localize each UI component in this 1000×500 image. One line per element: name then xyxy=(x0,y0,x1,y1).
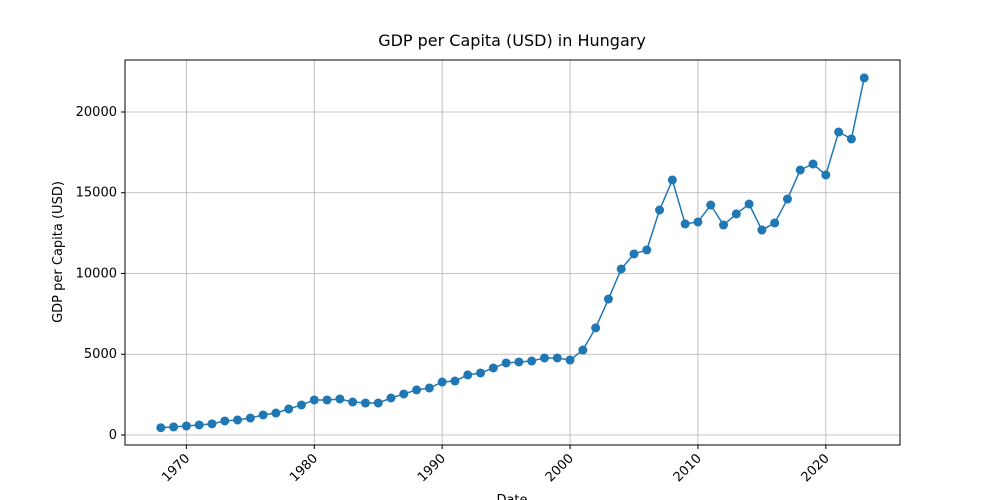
point xyxy=(591,323,601,333)
y-tick-label: 20000 xyxy=(76,105,117,120)
point xyxy=(296,400,306,410)
point xyxy=(642,245,652,255)
y-tick-label: 0 xyxy=(109,428,117,443)
point xyxy=(808,159,818,169)
point xyxy=(220,416,230,426)
point xyxy=(412,385,422,395)
chart-title: GDP per Capita (USD) in Hungary xyxy=(378,31,646,50)
y-tick-label: 5000 xyxy=(84,347,117,362)
point xyxy=(399,389,409,399)
point xyxy=(527,356,537,366)
point xyxy=(437,377,447,387)
point xyxy=(514,357,524,367)
point xyxy=(821,170,831,180)
point xyxy=(719,220,729,230)
point xyxy=(284,404,294,414)
point xyxy=(565,355,575,365)
point xyxy=(360,398,370,408)
point xyxy=(181,421,191,431)
x-tick-label: 1970 xyxy=(159,451,193,485)
point xyxy=(488,363,498,373)
plot-frame xyxy=(124,59,901,446)
point xyxy=(207,419,217,429)
point xyxy=(578,345,588,355)
point xyxy=(194,420,204,430)
point xyxy=(450,376,460,386)
point xyxy=(782,194,792,204)
point xyxy=(744,199,754,209)
point xyxy=(859,73,869,83)
x-tick-label: 1980 xyxy=(287,451,321,485)
point xyxy=(539,353,549,363)
point xyxy=(846,134,856,144)
y-tick-label: 15000 xyxy=(76,186,117,201)
point xyxy=(629,249,639,259)
point xyxy=(603,294,613,304)
point xyxy=(245,413,255,423)
point xyxy=(386,393,396,403)
y-axis-label: GDP per Capita (USD) xyxy=(51,181,66,323)
point xyxy=(233,415,243,425)
x-axis-label: Date xyxy=(496,493,527,500)
point xyxy=(706,200,716,210)
y-tick-label: 10000 xyxy=(76,266,117,281)
point xyxy=(373,398,383,408)
x-tick-label: 2000 xyxy=(543,451,577,485)
point xyxy=(463,370,473,380)
x-tick-label: 2020 xyxy=(799,451,833,485)
point xyxy=(271,408,281,418)
point xyxy=(322,395,332,405)
point xyxy=(501,358,511,368)
point xyxy=(258,410,268,420)
point xyxy=(680,219,690,229)
point xyxy=(693,217,703,227)
point xyxy=(552,353,562,363)
point xyxy=(309,395,319,405)
point xyxy=(770,218,780,228)
x-tick-label: 1990 xyxy=(415,451,449,485)
point xyxy=(335,394,345,404)
point xyxy=(757,225,767,235)
line xyxy=(160,77,865,429)
point xyxy=(616,264,626,274)
point xyxy=(348,397,358,407)
point xyxy=(795,165,805,175)
point xyxy=(424,383,434,393)
x-tick-label: 2010 xyxy=(671,451,705,485)
point xyxy=(655,205,665,215)
point xyxy=(731,209,741,219)
point xyxy=(834,127,844,137)
point xyxy=(476,368,486,378)
point xyxy=(156,423,166,433)
point xyxy=(667,175,677,185)
point xyxy=(169,422,179,432)
